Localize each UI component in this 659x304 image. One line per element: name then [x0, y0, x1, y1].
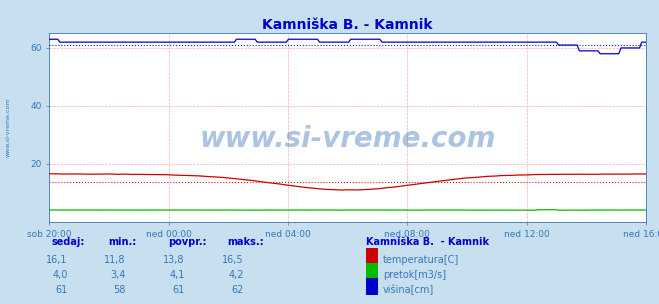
Text: pretok[m3/s]: pretok[m3/s] — [383, 270, 446, 280]
Text: 4,2: 4,2 — [228, 270, 244, 280]
Text: 13,8: 13,8 — [163, 255, 185, 265]
Text: povpr.:: povpr.: — [168, 237, 206, 247]
Text: 3,4: 3,4 — [110, 270, 125, 280]
Text: 62: 62 — [231, 285, 244, 295]
Text: www.si-vreme.com: www.si-vreme.com — [200, 125, 496, 153]
Text: 4,1: 4,1 — [169, 270, 185, 280]
Text: 61: 61 — [172, 285, 185, 295]
Text: višina[cm]: višina[cm] — [383, 285, 434, 295]
Text: sedaj:: sedaj: — [51, 237, 85, 247]
Text: 61: 61 — [55, 285, 68, 295]
Text: www.si-vreme.com: www.si-vreme.com — [5, 98, 11, 157]
Text: 58: 58 — [113, 285, 125, 295]
Text: 16,5: 16,5 — [222, 255, 244, 265]
Text: 11,8: 11,8 — [103, 255, 125, 265]
Title: Kamniška B. - Kamnik: Kamniška B. - Kamnik — [262, 18, 433, 32]
Text: Kamniška B.  - Kamnik: Kamniška B. - Kamnik — [366, 237, 489, 247]
Text: 16,1: 16,1 — [46, 255, 68, 265]
Text: temperatura[C]: temperatura[C] — [383, 255, 459, 265]
Text: maks.:: maks.: — [227, 237, 264, 247]
Text: min.:: min.: — [109, 237, 137, 247]
Text: 4,0: 4,0 — [53, 270, 68, 280]
